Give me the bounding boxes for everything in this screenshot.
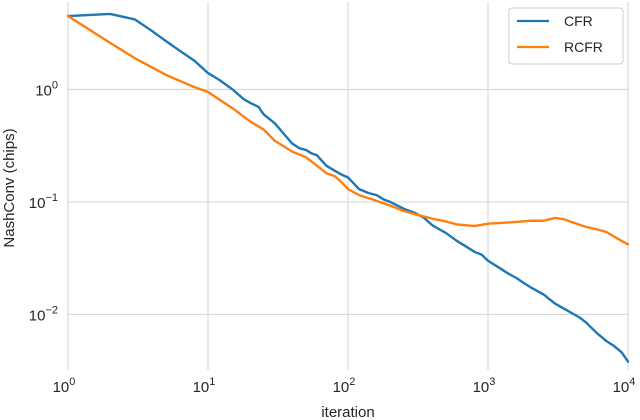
x-tick-label: 102 — [333, 376, 356, 396]
x-tick-label: 100 — [53, 376, 76, 396]
y-tick-label: 10−2 — [29, 304, 58, 324]
legend-label-rcfr: RCFR — [564, 39, 603, 55]
legend: CFR RCFR — [508, 7, 624, 65]
series-line-rcfr — [66, 14, 630, 246]
y-tick-label: 100 — [35, 79, 58, 99]
x-tick-labels: 100 101 102 103 104 — [53, 376, 636, 396]
legend-label-cfr: CFR — [564, 13, 593, 29]
x-tick-label: 101 — [193, 376, 216, 396]
x-tick-label: 103 — [473, 376, 496, 396]
y-gridlines — [68, 88, 628, 315]
y-tick-labels: 10−2 10−1 100 — [29, 79, 58, 324]
y-axis-label: NashConv (chips) — [1, 128, 18, 247]
x-axis-label: iteration — [321, 404, 374, 420]
x-gridlines — [67, 2, 629, 370]
y-tick-label: 10−1 — [29, 192, 58, 212]
x-tick-label: 104 — [613, 376, 636, 396]
series-line-cfr — [66, 12, 630, 363]
series-layer — [66, 12, 630, 363]
